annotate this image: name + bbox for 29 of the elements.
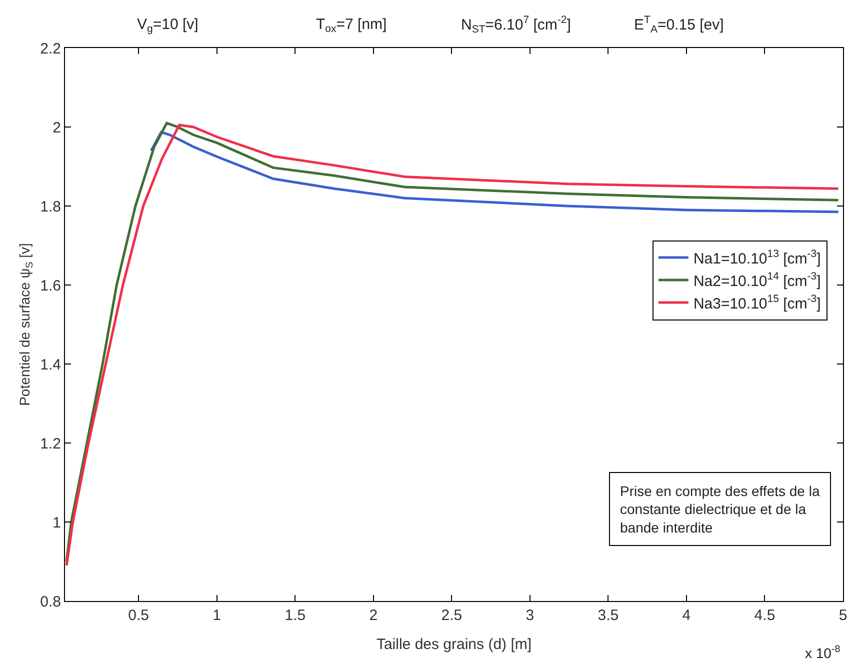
legend-label: Na2=10.10$^{14}$ [cm$^{-3}$] bbox=[693, 270, 821, 290]
y-tick-label: 1.2 bbox=[40, 435, 61, 452]
x-tick-label: 3 bbox=[526, 607, 534, 624]
y-tick-label: 1.8 bbox=[40, 198, 61, 216]
text: x 10$^{-8}$ bbox=[805, 644, 841, 661]
x-axis-title: Taille des grains (d) [m] bbox=[376, 636, 532, 653]
y-tick-label: 1.4 bbox=[40, 356, 61, 374]
x-tick-label: 1 bbox=[212, 607, 222, 624]
y-tick-label: 1.6 bbox=[40, 277, 61, 294]
y-tick-label: 2 bbox=[52, 119, 61, 136]
x-tick-label: 4.5 bbox=[754, 607, 776, 624]
text: T$_{ox}$=7 [nm] bbox=[316, 16, 387, 36]
x-tick-label: 3.5 bbox=[598, 607, 619, 624]
y-tick-label: 1 bbox=[52, 514, 61, 532]
y-tick-label: 0.8 bbox=[40, 593, 61, 610]
x-tick-label: 1.5 bbox=[284, 607, 306, 624]
x-tick-label: 2 bbox=[369, 607, 378, 624]
x-tick-label: 5 bbox=[838, 607, 848, 624]
x-tick-label: 2.5 bbox=[441, 607, 462, 624]
legend-label: Na3=10.10$^{15}$ [cm$^{-3}$] bbox=[693, 293, 821, 312]
line-series bbox=[150, 130, 840, 214]
x-tick-label: 4 bbox=[682, 607, 691, 624]
legend-label: Na1=10.10$^{13}$ [cm$^{-3}$] bbox=[693, 248, 821, 268]
x-tick-label: 0.5 bbox=[128, 607, 149, 624]
y-tick-label: 2.2 bbox=[40, 40, 61, 58]
text: V$_{g}$=10 [v] bbox=[137, 16, 198, 36]
text: N$_{ST}$=6.10$^{7}$ [cm$^{-2}$] bbox=[461, 14, 571, 36]
text: E$^{T}$$_{A}$=0.15 [ev] bbox=[634, 14, 724, 36]
annotation: Prise en compte des effets de la constante dielectrique et de la bande interdite bbox=[620, 483, 820, 536]
